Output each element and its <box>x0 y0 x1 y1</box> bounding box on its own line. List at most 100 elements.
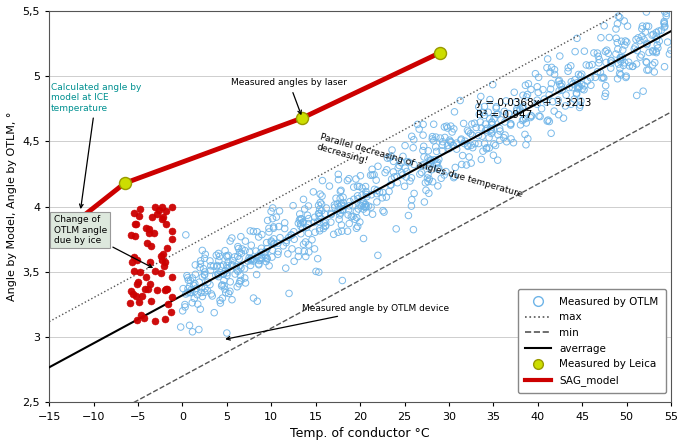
Point <box>288 202 299 209</box>
Point <box>484 134 495 141</box>
Point <box>403 212 414 219</box>
Point <box>643 66 654 73</box>
Text: y = 0,0368x + 3,3213
R² = 0,947: y = 0,0368x + 3,3213 R² = 0,947 <box>475 98 591 120</box>
Point <box>207 292 218 299</box>
Point <box>498 134 509 141</box>
Point <box>460 138 471 145</box>
Point <box>465 130 476 137</box>
Point <box>534 113 545 120</box>
Point <box>475 93 486 100</box>
Point <box>399 183 410 190</box>
X-axis label: Temp. of conductor °C: Temp. of conductor °C <box>290 427 430 440</box>
Point <box>246 242 257 249</box>
Point <box>520 115 531 122</box>
Point <box>213 271 224 278</box>
Point <box>395 159 406 166</box>
Point <box>631 60 642 67</box>
Point <box>571 89 582 97</box>
Point <box>245 262 256 269</box>
Point <box>384 154 395 161</box>
Point <box>627 63 638 70</box>
Point <box>393 164 403 171</box>
Point <box>190 271 201 278</box>
Point <box>269 240 279 247</box>
Point <box>419 143 429 150</box>
Point <box>313 269 324 276</box>
Point <box>260 253 271 261</box>
Point <box>464 153 475 160</box>
Point <box>486 118 497 126</box>
Point <box>335 195 346 202</box>
Point <box>476 156 487 163</box>
Legend: Measured by OTLM, max, min, averrage, Measured by Leica, SAG_model: Measured by OTLM, max, min, averrage, Me… <box>518 289 666 393</box>
Point <box>404 177 415 185</box>
Text: Measured angle by OTLM device: Measured angle by OTLM device <box>227 304 449 340</box>
Point <box>517 105 528 112</box>
Point <box>647 47 658 55</box>
Point <box>386 181 397 189</box>
Point <box>177 285 188 292</box>
Point <box>476 124 487 131</box>
Point <box>637 22 648 30</box>
Point <box>488 152 499 159</box>
Point <box>264 225 275 232</box>
Point <box>360 204 371 211</box>
Point <box>553 78 564 85</box>
Point <box>386 176 397 183</box>
Point <box>599 93 610 100</box>
Point <box>338 199 349 206</box>
Point <box>356 202 367 210</box>
Point <box>342 211 353 219</box>
Point <box>197 273 208 280</box>
Point <box>352 192 363 199</box>
Point <box>226 262 237 269</box>
Point <box>199 271 210 278</box>
Point <box>214 297 225 304</box>
Point <box>421 187 432 194</box>
Point <box>462 143 473 150</box>
Point <box>232 266 242 273</box>
Point <box>619 17 630 25</box>
Point <box>217 295 228 302</box>
Point <box>434 156 445 163</box>
Point <box>600 48 611 55</box>
Point <box>357 185 368 192</box>
Point <box>573 71 584 78</box>
Point <box>600 90 611 97</box>
Point <box>338 194 349 201</box>
Point <box>377 194 388 202</box>
Point <box>355 202 366 209</box>
Point <box>553 97 564 104</box>
Point <box>521 93 532 101</box>
Point <box>647 61 658 68</box>
Point <box>220 247 231 254</box>
Point <box>352 223 363 230</box>
Point <box>200 251 211 258</box>
Point <box>245 255 256 262</box>
Point <box>213 273 224 280</box>
Point <box>160 221 171 228</box>
Point <box>418 131 429 139</box>
Point <box>208 262 219 270</box>
Point <box>235 262 246 269</box>
Point <box>244 249 255 256</box>
Point <box>195 289 206 296</box>
Point <box>579 86 590 93</box>
Point <box>621 72 632 80</box>
Point <box>665 46 676 54</box>
Point <box>615 58 626 65</box>
Point <box>361 191 372 198</box>
Point <box>192 291 203 298</box>
Point <box>157 257 168 264</box>
Point <box>312 218 323 225</box>
Point <box>402 158 413 165</box>
Point <box>223 264 234 271</box>
Point <box>444 145 455 152</box>
Point <box>573 83 584 90</box>
Point <box>399 142 410 149</box>
Point <box>374 189 385 196</box>
Point <box>553 111 564 118</box>
Point <box>365 172 376 179</box>
Point <box>314 206 325 213</box>
Point <box>620 38 631 45</box>
